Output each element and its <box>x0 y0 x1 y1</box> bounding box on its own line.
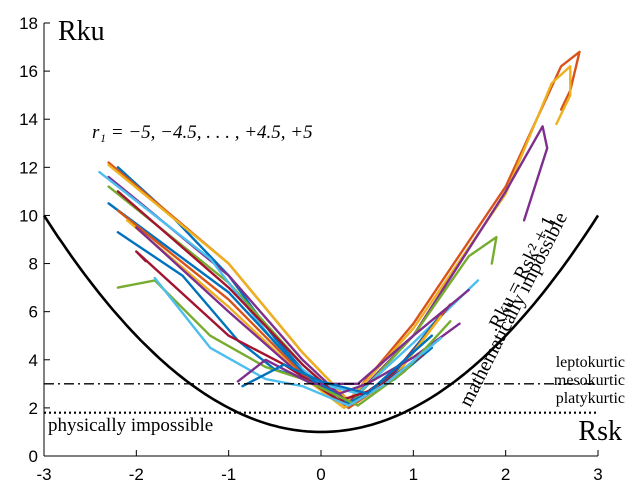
x-tick-label: -2 <box>129 465 144 484</box>
y-tick-label: 6 <box>29 303 38 322</box>
series-curve-3 <box>107 65 572 402</box>
series-curve-11 <box>135 226 461 395</box>
phys-impossible-label: physically impossible <box>48 415 213 436</box>
x-tick-label: 3 <box>593 465 602 484</box>
series-curve-10 <box>125 219 443 410</box>
y-tick-label: 0 <box>29 447 38 466</box>
x-tick-label: 1 <box>409 465 418 484</box>
x-tick-label: 0 <box>316 465 325 484</box>
x-axis-label: Rsk <box>578 416 622 447</box>
boundary-curve <box>42 214 600 434</box>
y-tick-label: 12 <box>19 158 38 177</box>
reference-lines <box>42 214 600 434</box>
y-tick-label: 4 <box>29 351 38 370</box>
y-tick-label: 10 <box>19 206 38 225</box>
y-axis-label: Rku <box>58 16 105 47</box>
mesokurtic-label: mesokurtic <box>554 372 625 389</box>
series-curve-5 <box>107 185 498 407</box>
y-tick-label: 18 <box>19 14 38 33</box>
series-layer <box>98 50 581 410</box>
family-annotation: r₁ = −5, −4.5, . . . , +4.5, +5 <box>92 122 313 143</box>
y-tick-label: 8 <box>29 255 38 274</box>
leptokurtic-label: leptokurtic <box>556 354 625 371</box>
axes <box>43 22 599 457</box>
y-tick-label: 2 <box>29 399 38 418</box>
x-tick-label: -3 <box>36 465 51 484</box>
x-tick-label: -1 <box>221 465 236 484</box>
series-curve-2 <box>107 50 581 402</box>
y-tick-label: 16 <box>19 62 38 81</box>
x-tick-label: 2 <box>501 465 510 484</box>
y-tick-label: 14 <box>19 110 38 129</box>
series-curve-17 <box>241 334 433 395</box>
platykurtic-label: platykurtic <box>556 390 625 407</box>
